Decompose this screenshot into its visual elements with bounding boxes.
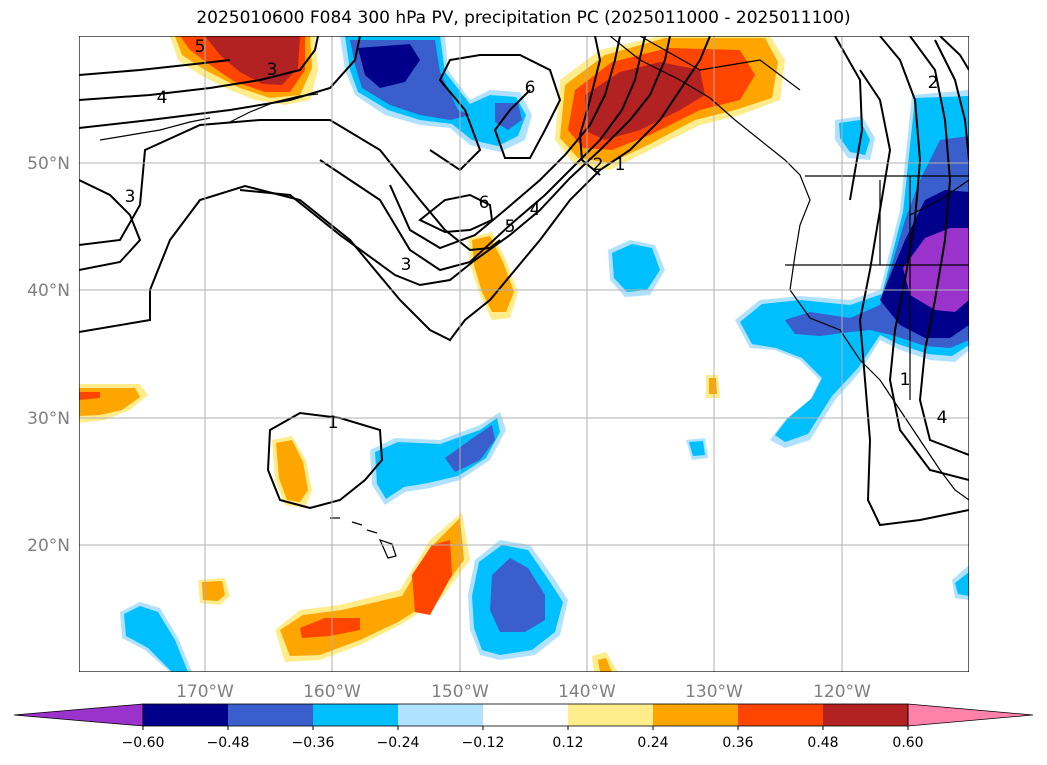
lon-label: 170°W bbox=[176, 682, 234, 702]
colorbar-bin bbox=[823, 704, 908, 726]
colorbar-extend-max bbox=[907, 703, 1034, 727]
contour-label: 4 bbox=[157, 88, 168, 108]
latitude-labels: 50°N 40°N 30°N 20°N bbox=[27, 154, 70, 556]
colorbar-outline bbox=[142, 703, 909, 727]
colorbar: −0.60 −0.48 −0.36 −0.24 −0.12 0.12 0.24 0.36 0.4… bbox=[13, 703, 1034, 751]
colorbar-tick-label: −0.48 bbox=[207, 735, 250, 751]
map-panel: 4 3 5 6 6 3 5 4 2 1 1 3 4 2 1 bbox=[79, 36, 969, 672]
contour-label: 5 bbox=[195, 37, 206, 57]
figure-title: 2025010600 F084 300 hPa PV, precipitatio… bbox=[196, 8, 851, 28]
contour-label: 5 bbox=[505, 217, 516, 237]
colorbar-tick-label: 0.12 bbox=[552, 735, 583, 751]
colorbar-bin bbox=[483, 704, 568, 726]
longitude-labels: 170°W 160°W 150°W 140°W 130°W 120°W bbox=[176, 682, 871, 702]
lon-label: 140°W bbox=[558, 682, 616, 702]
lat-label: 30°N bbox=[27, 409, 70, 429]
contour-label: 1 bbox=[615, 155, 626, 175]
contour-label: 3 bbox=[401, 255, 412, 275]
colorbar-bin bbox=[568, 704, 653, 726]
lon-label: 120°W bbox=[813, 682, 871, 702]
contour-label: 4 bbox=[937, 408, 948, 428]
colorbar-tick-label: 0.60 bbox=[892, 735, 923, 751]
colorbar-bin bbox=[228, 704, 313, 726]
colorbar-bin bbox=[738, 704, 823, 726]
contour-label: 1 bbox=[328, 413, 339, 433]
lat-label: 40°N bbox=[27, 281, 70, 301]
colorbar-tick-label: −0.36 bbox=[292, 735, 335, 751]
gridlines bbox=[79, 36, 969, 672]
contour-label: 3 bbox=[125, 187, 136, 207]
pv-contours bbox=[79, 36, 969, 527]
colorbar-tick-label: −0.12 bbox=[462, 735, 505, 751]
lat-label: 50°N bbox=[27, 154, 70, 174]
contour-label: 2 bbox=[928, 73, 939, 93]
lon-label: 150°W bbox=[431, 682, 489, 702]
contour-labels: 4 3 5 6 6 3 5 4 2 1 1 3 4 2 1 bbox=[125, 37, 948, 433]
colorbar-tick-label: 0.24 bbox=[637, 735, 668, 751]
colorbar-extend-min bbox=[13, 703, 144, 727]
colorbar-tick-label: 0.48 bbox=[807, 735, 838, 751]
colorbar-bin bbox=[398, 704, 483, 726]
contour-label: 1 bbox=[900, 370, 911, 390]
contour-label: 2 bbox=[593, 155, 604, 175]
colorbar-bin bbox=[653, 704, 738, 726]
colorbar-tick-label: −0.60 bbox=[122, 735, 165, 751]
lon-label: 130°W bbox=[685, 682, 743, 702]
contour-label: 6 bbox=[525, 78, 536, 98]
lat-label: 20°N bbox=[27, 536, 70, 556]
lon-label: 160°W bbox=[303, 682, 361, 702]
negative-precip-anomalies bbox=[120, 36, 969, 672]
colorbar-tick-label: 0.36 bbox=[722, 735, 753, 751]
colorbar-tick-label: −0.24 bbox=[377, 735, 420, 751]
colorbar-bin bbox=[143, 704, 228, 726]
colorbar-bin bbox=[313, 704, 398, 726]
contour-label: 4 bbox=[530, 200, 541, 220]
contour-label: 6 bbox=[479, 193, 490, 213]
contour-label: 3 bbox=[267, 60, 278, 80]
